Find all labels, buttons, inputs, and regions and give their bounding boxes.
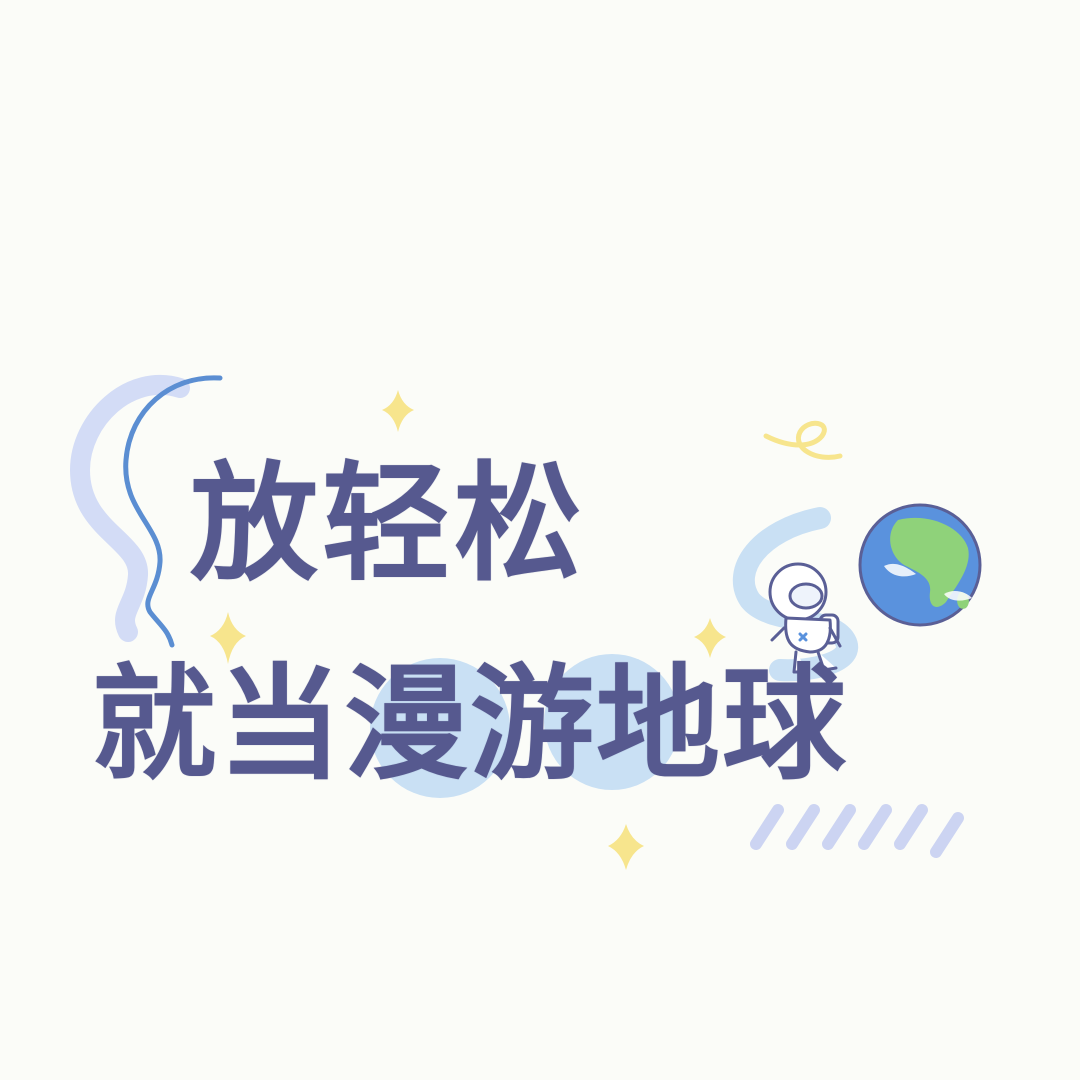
earth-icon — [858, 503, 982, 627]
highlight-circle-1 — [370, 658, 510, 798]
headline-line-1: 放轻松 — [190, 450, 587, 599]
sparkle-icon — [210, 612, 246, 664]
astronaut-icon — [768, 562, 842, 674]
hatch-lines — [750, 804, 964, 858]
sparkle-icon — [382, 390, 414, 432]
headline-line-2: 就当漫游地球 — [92, 653, 849, 797]
curly-loop-icon — [763, 420, 843, 460]
sparkle-icon — [694, 618, 726, 658]
highlight-circle-2 — [544, 654, 680, 790]
sparkle-icon — [608, 824, 644, 870]
swirl-decoration — [69, 374, 223, 648]
